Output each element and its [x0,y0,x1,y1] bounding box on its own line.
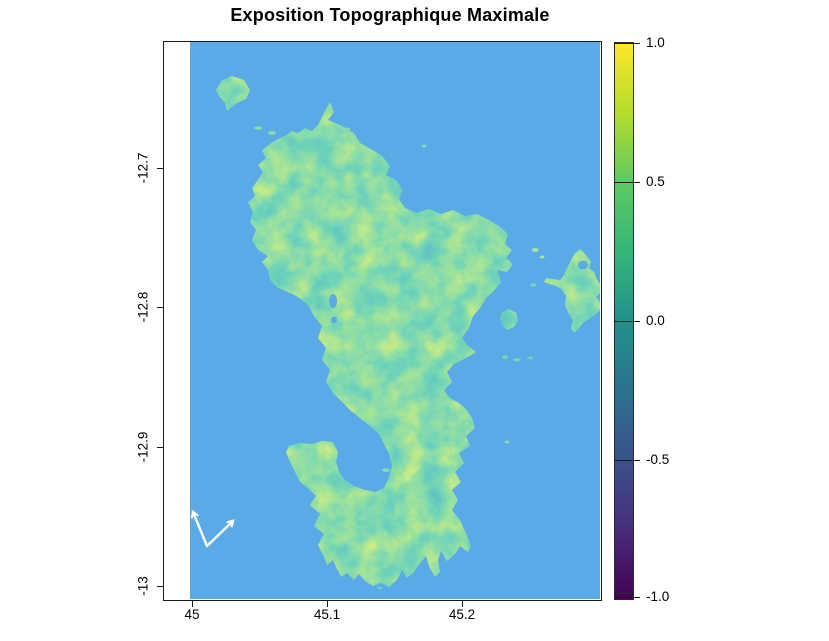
y-axis-tick [157,586,164,587]
inland-water [329,260,588,324]
x-axis-label: 45.2 [448,607,476,622]
x-axis-tick [192,600,193,607]
colorbar-label: 0.0 [646,313,665,329]
y-axis-label: -12.8 [135,291,151,323]
y-axis-label: -13 [135,576,151,596]
y-axis-tick [157,307,164,308]
colorbar-tick [614,597,640,598]
x-axis-label: 45 [184,607,200,622]
x-axis-tick [462,600,463,607]
y-axis-tick [157,447,164,448]
y-axis-label: -12.9 [135,431,151,463]
colorbar-label: 1.0 [646,35,665,51]
island-terrain [216,76,600,590]
small-islet [500,309,518,330]
colorbar-tick [614,43,640,44]
x-axis-tick [327,600,328,607]
eastern-island [544,249,600,333]
map-raster [190,42,600,599]
colorbar-tick [614,321,640,322]
direction-arrows-icon [193,512,233,548]
colorbar-label: -0.5 [646,452,670,468]
lagoon-ring-hole [578,260,588,270]
plot-title: Exposition Topographique Maximale [230,5,550,25]
colorbar-tick [614,460,640,461]
x-axis-label: 45.1 [313,607,341,622]
northwest-islet [216,76,250,111]
colorbar-label: 0.5 [646,174,665,190]
colorbar-tick [614,182,640,183]
tiny-islets [254,126,545,590]
main-island [248,102,513,587]
y-axis-tick [157,168,164,169]
y-axis-label: -12.7 [135,152,151,184]
colorbar-label: -1.0 [646,589,670,605]
